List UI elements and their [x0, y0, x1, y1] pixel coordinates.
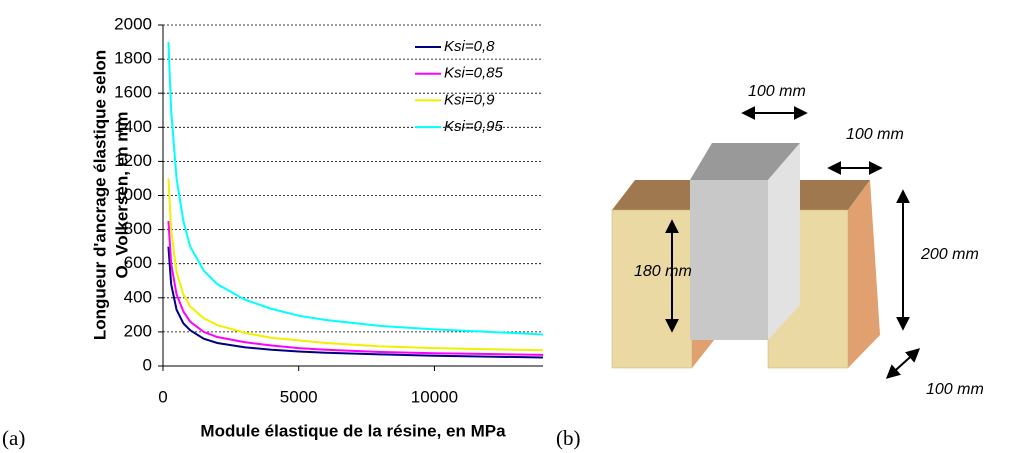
x-tick-label: 10000 — [411, 387, 458, 406]
y-tick-label: 2000 — [114, 14, 152, 33]
y-tick-label: 1000 — [114, 185, 152, 204]
y-tick-label: 0 — [143, 355, 152, 374]
x-tick-label: 0 — [158, 387, 167, 406]
y-tick-label: 1200 — [114, 151, 152, 170]
chart: 0 200 400 600 800 1000 1200 1400 1600 1800 2000 0 50… — [90, 14, 543, 440]
dimension-label: 100 mm — [748, 83, 806, 100]
x-axis-title: Module élastique de la résine, en MPa — [200, 421, 506, 440]
plot-area — [167, 42, 543, 359]
series-line — [167, 221, 543, 356]
y-tick-label: 1400 — [114, 117, 152, 136]
legend-label: Ksi=0,95 — [444, 118, 503, 135]
dimension-label: 100 mm — [846, 126, 904, 143]
y-tick-label: 800 — [124, 219, 152, 238]
dimension-arrow — [885, 348, 921, 379]
block-side — [848, 180, 880, 368]
series-line — [167, 246, 543, 359]
dimension-label: 200 mm — [920, 246, 979, 263]
x-tick-label: 5000 — [280, 387, 318, 406]
y-tick-label: 400 — [124, 287, 152, 306]
column-top — [690, 143, 800, 180]
block-top — [612, 180, 715, 210]
dimension-label: 180 mm — [634, 263, 692, 280]
y-tick-label: 600 — [124, 253, 152, 272]
column-front — [690, 180, 768, 340]
series-line — [167, 42, 543, 336]
y-tick-label: 1600 — [114, 83, 152, 102]
y-axis-title: Longueur d'ancrage élastique selon — [90, 50, 109, 340]
diagram: 100 mm 100 mm 200 mm 180 mm 100 mm — [611, 83, 984, 398]
dimension-label: 100 mm — [926, 381, 984, 398]
y-tick-label: 200 — [124, 321, 152, 340]
panel-label: (b) — [556, 426, 581, 450]
y-axis-title: O. Volkersen, en mm — [112, 112, 131, 279]
block-front — [611, 209, 693, 369]
legend-label: Ksi=0,9 — [444, 91, 495, 108]
column-side — [768, 143, 800, 340]
y-tick-label: 1800 — [114, 49, 152, 68]
series-line — [167, 178, 543, 352]
panel-label: (a) — [2, 426, 25, 450]
legend-label: Ksi=0,8 — [444, 38, 495, 55]
legend-label: Ksi=0,85 — [444, 65, 503, 82]
